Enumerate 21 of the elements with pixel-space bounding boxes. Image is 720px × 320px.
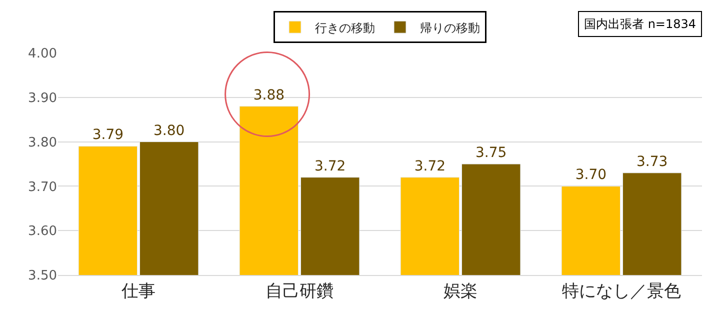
legend-label: 行きの移動: [315, 20, 375, 35]
data-label: 3.80: [154, 122, 185, 139]
y-tick-label: 3.70: [28, 180, 57, 195]
data-label: 3.72: [414, 158, 446, 174]
data-label: 3.72: [314, 158, 346, 174]
y-tick-label: 3.80: [28, 135, 57, 150]
y-tick-label: 3.50: [28, 268, 57, 284]
legend-label: 帰りの移動: [420, 20, 480, 35]
y-tick-label: 4.00: [28, 46, 57, 62]
data-label: 3.75: [476, 145, 507, 161]
y-tick-label: 3.60: [28, 224, 57, 240]
data-label: 3.79: [92, 127, 124, 144]
data-label: 3.70: [575, 167, 606, 184]
x-tick-label: 娯楽: [444, 281, 478, 302]
data-label: 3.88: [253, 87, 284, 104]
x-tick-label: 特になし／景色: [562, 281, 681, 302]
y-tick-label: 3.90: [28, 90, 57, 106]
data-label: 3.73: [636, 154, 668, 170]
x-tick-label: 仕事: [120, 281, 156, 302]
text: 国内出張者 n=1834: [584, 17, 696, 31]
x-tick-label: 自己研鑽: [266, 281, 334, 302]
